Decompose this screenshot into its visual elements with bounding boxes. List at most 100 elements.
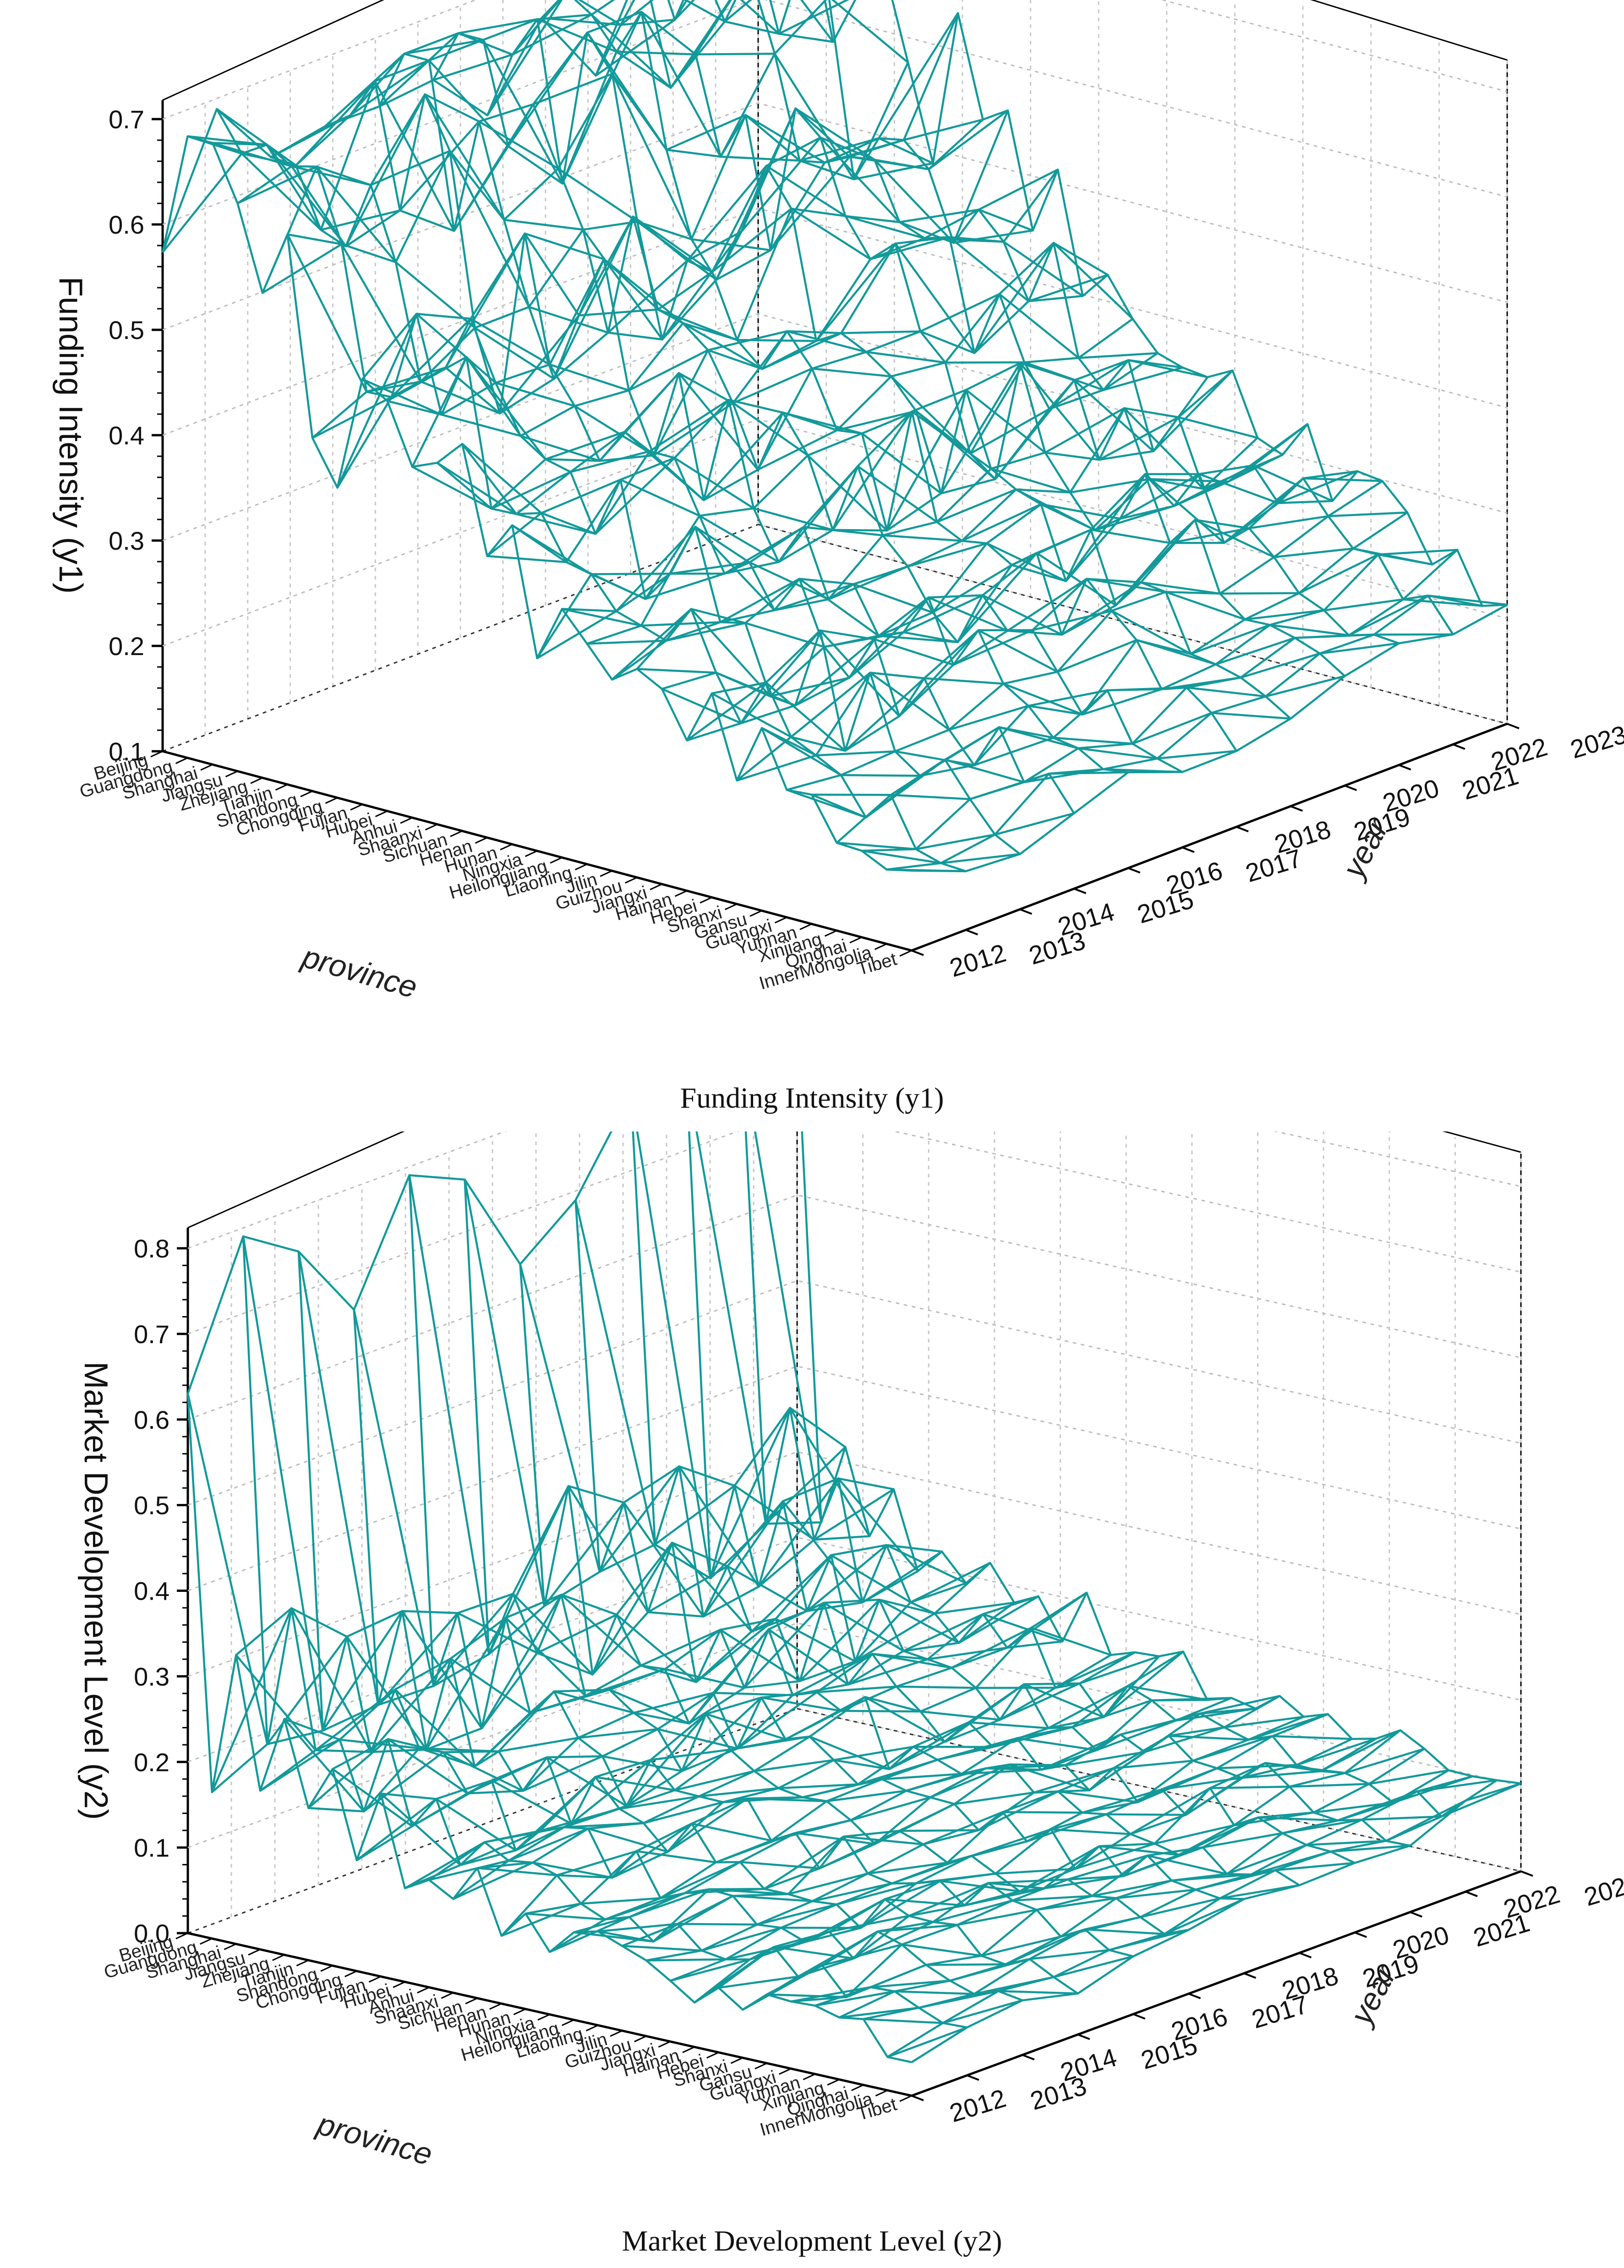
- surface-diagonal: [433, 53, 513, 81]
- surface-diagonal: [307, 1738, 389, 1809]
- right-wall-top: [1310, 0, 1508, 61]
- z-tick-label: 0.5: [134, 1491, 170, 1520]
- surface-diagonal: [651, 1749, 731, 1761]
- province-tick: [200, 764, 213, 771]
- surface-diagonal: [768, 1629, 849, 1686]
- surface-diagonal: [823, 1601, 904, 1652]
- surface-diagonal: [1003, 683, 1083, 716]
- province-tick: [562, 2019, 574, 2026]
- province-tick: [650, 883, 662, 891]
- surface-diagonal: [940, 853, 1020, 864]
- y-axis-line: [911, 722, 1508, 952]
- surface-diagonal: [713, 1692, 793, 1696]
- surface-diagonal: [961, 503, 1042, 542]
- surface-diagonal: [887, 2026, 968, 2058]
- surface-diagonal: [1203, 1832, 1283, 1848]
- surface-diagonal: [1198, 473, 1279, 504]
- surface-diagonal: [1111, 610, 1192, 655]
- surface-diagonal: [404, 1841, 485, 1889]
- surface-diagonal: [824, 631, 904, 648]
- surface-diagonal: [819, 1830, 900, 1869]
- province-tick: [513, 2008, 526, 2016]
- surface-diagonal: [886, 389, 967, 531]
- surface-diagonal: [1040, 503, 1121, 520]
- surface-diagonal: [1154, 1824, 1235, 1845]
- z-gridline: [187, 1194, 1521, 1421]
- surface-diagonal: [861, 432, 942, 494]
- surface-diagonal: [1147, 1854, 1227, 1875]
- surface-row-line: [287, 0, 827, 263]
- surface-diagonal: [512, 13, 592, 56]
- surface-diagonal: [408, 1175, 490, 1655]
- surface-diagonal: [964, 1887, 1044, 1907]
- surface-diagonal: [869, 672, 950, 731]
- chart-caption: Market Development Level (y2): [622, 2224, 1002, 2257]
- surface-diagonal: [387, 1738, 468, 1794]
- year-tick: [1453, 743, 1465, 750]
- z-tick-label: 0.1: [134, 1833, 170, 1862]
- surface-diagonal: [424, 93, 505, 221]
- surface-diagonal: [512, 1593, 594, 1675]
- surface-diagonal: [678, 1465, 760, 1587]
- surface-diagonal: [448, 150, 530, 308]
- surface-diagonal: [843, 1836, 924, 1846]
- surface-diagonal: [1185, 1762, 1266, 1816]
- z-gridline: [162, 102, 1508, 331]
- surface-diagonal: [1274, 547, 1354, 558]
- surface-diagonal: [894, 243, 975, 354]
- surface-diagonal: [1144, 473, 1225, 544]
- surface-wireframe: [161, 0, 1508, 873]
- surface-diagonal: [732, 367, 813, 404]
- surface-diagonal: [841, 330, 921, 334]
- surface-diagonal: [686, 165, 767, 262]
- surface-diagonal: [530, 1689, 610, 1714]
- year-tick: [1410, 1911, 1422, 1918]
- province-tick: [500, 843, 513, 851]
- surface-diagonal: [453, 1861, 533, 1900]
- surface-diagonal: [624, 431, 705, 501]
- surface-diagonal: [524, 232, 604, 260]
- province-tick: [799, 923, 812, 930]
- province-tick: [350, 803, 363, 811]
- surface-diagonal: [761, 727, 842, 776]
- surface-diagonal: [1252, 464, 1333, 502]
- z-tick-label: 0.6: [134, 1405, 170, 1434]
- surface-diagonal: [1164, 1898, 1245, 1935]
- surface-diagonal: [908, 1882, 989, 1917]
- surface-diagonal: [1171, 1873, 1252, 1882]
- surface-diagonal: [804, 1898, 886, 1943]
- surface-diagonal: [770, 677, 850, 698]
- surface-diagonal: [662, 688, 742, 724]
- surface-diagonal: [395, 261, 476, 329]
- surface-diagonal: [674, 457, 755, 509]
- surface-diagonal: [474, 327, 555, 380]
- surface-diagonal: [1078, 747, 1158, 760]
- y-axis-line: [911, 1870, 1521, 2097]
- surface-diagonal: [1130, 1787, 1211, 1835]
- surface-diagonal: [777, 465, 859, 563]
- surface-diagonal: [1103, 1650, 1184, 1718]
- surface-row-line: [911, 1782, 1521, 2063]
- surface-diagonal: [1192, 1735, 1273, 1762]
- surface-diagonal: [707, 330, 787, 351]
- surface-diagonal: [501, 1902, 582, 1937]
- surface-diagonal: [945, 759, 1025, 783]
- surface-diagonal: [695, 1131, 767, 1524]
- province-tick: [368, 1976, 381, 1983]
- z-gridline: [162, 0, 1508, 120]
- surface-diagonal: [950, 1958, 1030, 1982]
- surface-diagonal: [370, 150, 450, 186]
- surface-diagonal: [562, 607, 642, 627]
- surface-diagonal: [872, 1653, 952, 1669]
- surface-row-line: [711, 423, 1308, 694]
- surface-diagonal: [957, 552, 1038, 643]
- surface-diagonal: [461, 443, 542, 514]
- surface-diagonal: [1169, 1734, 1249, 1741]
- surface-row-line: [611, 376, 1208, 681]
- surface-diagonal: [974, 1976, 1054, 1995]
- surface-diagonal: [981, 1935, 1061, 1957]
- surface-diagonal: [957, 1908, 1037, 1926]
- surface-diagonal: [578, 1728, 658, 1739]
- surface-diagonal: [1031, 1627, 1111, 1656]
- province-tick: [849, 936, 862, 944]
